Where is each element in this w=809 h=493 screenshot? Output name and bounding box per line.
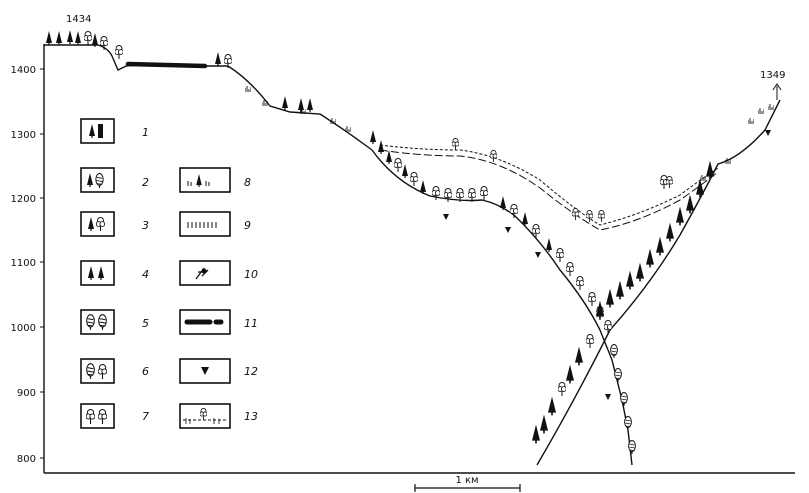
legend-num-4: 4 [142, 268, 149, 281]
legend-num-13: 13 [244, 410, 258, 423]
slope-shrubs [245, 86, 731, 181]
y-axis: 1400 1300 1200 1100 1000 900 800 [11, 44, 45, 473]
scale-bar: 1 км [414, 475, 521, 492]
upper-valley-vegetation [370, 130, 636, 454]
legend-num-12: 12 [244, 365, 258, 378]
legend-num-9: 9 [244, 219, 251, 232]
legend-num-1: 1 [142, 126, 149, 139]
reconstructed-surface-lower [379, 149, 719, 231]
peak-right-arrow [772, 83, 782, 100]
reconstructed-surface [379, 144, 719, 226]
legend-num-11: 11 [244, 317, 258, 330]
scale-bar-label: 1 км [455, 475, 478, 486]
legend-num-5: 5 [142, 317, 149, 330]
left-peak-vegetation [46, 30, 313, 112]
valley-floor-line [371, 149, 633, 466]
peak-left-label: 1434 [66, 14, 91, 25]
right-slope-line [536, 99, 781, 466]
y-tick-1200: 1200 [11, 194, 36, 205]
y-tick-800: 800 [17, 454, 36, 465]
peak-right-label: 1349 [760, 70, 785, 81]
y-tick-1000: 1000 [11, 323, 36, 334]
legend-num-8: 8 [244, 176, 251, 189]
y-tick-1400: 1400 [11, 65, 36, 76]
legend-num-6: 6 [142, 365, 149, 378]
y-tick-1300: 1300 [11, 130, 36, 141]
y-tick-1100: 1100 [11, 258, 36, 269]
y-tick-900: 900 [17, 388, 36, 399]
legend: 1 2 3 4 5 6 7 8 [80, 118, 258, 429]
meadow-band [125, 61, 208, 69]
dashed-line-trees [452, 138, 673, 222]
triangle-markers [443, 130, 771, 400]
legend-num-10: 10 [244, 268, 258, 281]
upper-profile-line [44, 44, 373, 151]
legend-num-3: 3 [142, 219, 149, 232]
legend-num-7: 7 [142, 410, 149, 423]
legend-num-2: 2 [142, 176, 149, 189]
